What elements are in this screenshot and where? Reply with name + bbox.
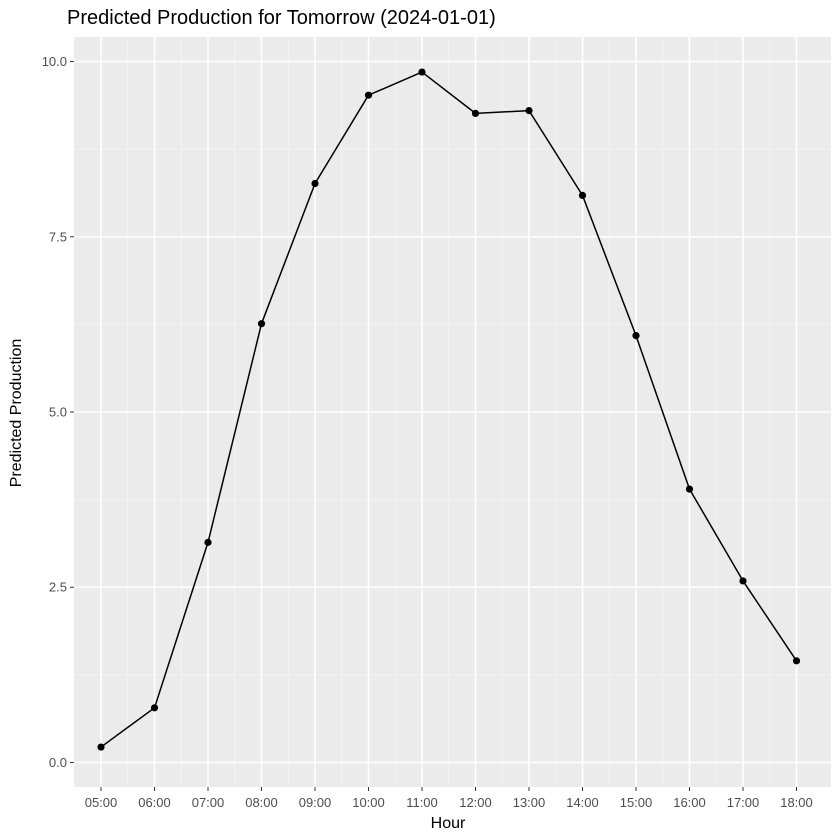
data-point [471,109,480,118]
x-tick-label: 13:00 [513,795,546,810]
data-point [418,68,426,76]
x-tick-label: 10:00 [352,795,385,810]
y-tick-label: 7.5 [49,229,67,244]
x-tick-label: 08:00 [245,795,278,810]
x-tick-label: 18:00 [780,795,813,810]
x-tick-label: 07:00 [192,795,225,810]
data-point [792,657,801,665]
data-point [97,743,105,751]
y-axis-title: Predicted Production [8,339,25,488]
data-point [311,179,319,188]
y-tick-label: 5.0 [49,405,67,420]
data-point [739,577,747,585]
x-tick-label: 06:00 [138,795,171,810]
plot-panel [74,37,831,787]
data-point [364,91,373,99]
x-tick-label: 14:00 [566,795,599,810]
series-line [100,71,798,748]
x-tick-label: 17:00 [727,795,760,810]
x-axis: 05:00 06:00 07:00 08:00 09:00 10:00 11:00 12:00… [85,787,813,810]
chart-title: Predicted Production for Tomorrow (2024-… [67,7,496,29]
y-tick-label: 10.0 [42,54,67,69]
x-tick-label: 11:00 [406,795,438,810]
data-point [150,704,159,712]
data-point [578,191,587,200]
data-point [685,485,694,493]
y-tick-label: 0.0 [49,755,67,770]
x-axis-title: Hour [431,815,466,832]
x-tick-label: 16:00 [673,795,706,810]
data-point [257,320,266,328]
data-point [632,331,640,340]
x-tick-label: 09:00 [299,795,332,810]
y-tick-label: 2.5 [49,580,67,595]
x-tick-label: 12:00 [459,795,492,810]
data-point [525,106,533,115]
x-tick-label: 05:00 [85,795,118,810]
y-axis: 0.0 2.5 5.0 7.5 10.0 [42,54,74,770]
series-marks [97,68,801,751]
data-point [204,538,212,546]
x-tick-label: 15:00 [620,795,653,810]
